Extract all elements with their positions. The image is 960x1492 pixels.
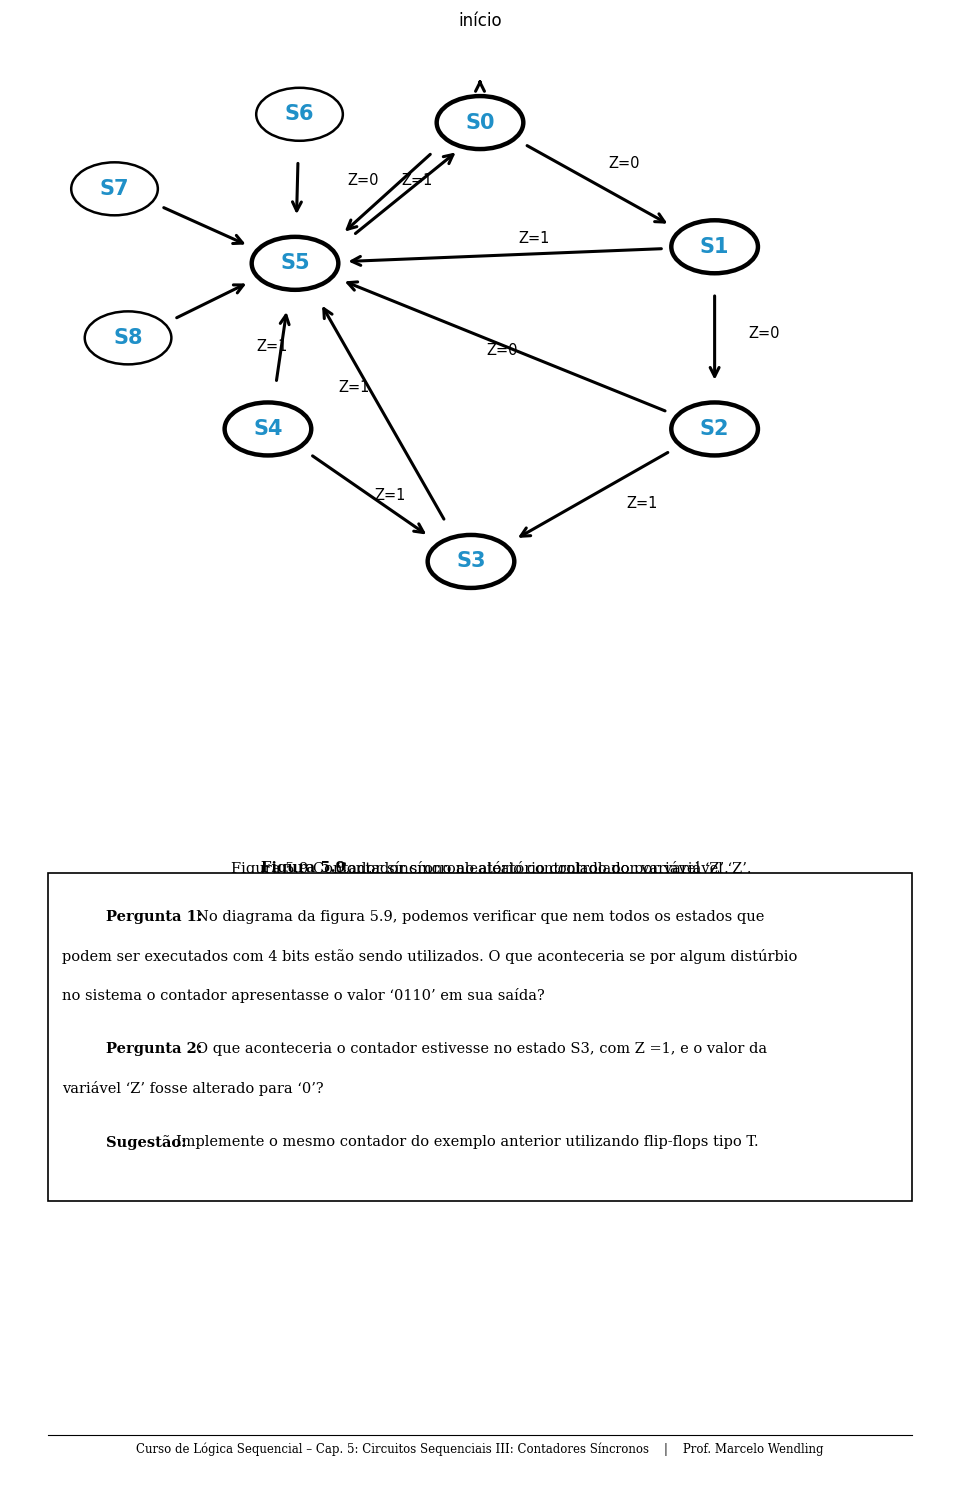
Text: Z=1: Z=1 [627,495,659,510]
Text: podem ser executados com 4 bits estão sendo utilizados. O que aconteceria se por: podem ser executados com 4 bits estão se… [62,949,798,964]
Text: no sistema o contador apresentasse o valor ‘0110’ em sua saída?: no sistema o contador apresentasse o val… [62,988,545,1003]
Text: S8: S8 [113,328,143,348]
Text: Pergunta 1:: Pergunta 1: [106,910,202,924]
Text: No diagrama da figura 5.9, podemos verificar que nem todos os estados que: No diagrama da figura 5.9, podemos verif… [196,910,764,924]
Text: S3: S3 [456,552,486,571]
Text: Implemente o mesmo contador do exemplo anterior utilizando flip-flops tipo T.: Implemente o mesmo contador do exemplo a… [176,1135,758,1149]
Ellipse shape [252,237,338,289]
Ellipse shape [671,221,758,273]
Text: S1: S1 [700,237,730,257]
Text: O que aconteceria o contador estivesse no estado S3, com Z =1, e o valor da: O que aconteceria o contador estivesse n… [196,1041,767,1056]
Text: Z=0: Z=0 [347,173,378,188]
Ellipse shape [256,88,343,140]
Text: Curso de Lógica Sequencial – Cap. 5: Circuitos Sequenciais III: Contadores Síncr: Curso de Lógica Sequencial – Cap. 5: Cir… [136,1443,824,1456]
Text: Z=1: Z=1 [256,339,288,354]
Ellipse shape [84,312,172,364]
Text: Sugestão:: Sugestão: [106,1135,186,1150]
Text: Z=0: Z=0 [487,343,518,358]
Text: Z=0: Z=0 [749,327,780,342]
Text: variável ‘Z’ fosse alterado para ‘0’?: variável ‘Z’ fosse alterado para ‘0’? [62,1080,324,1095]
Text: Z=1: Z=1 [338,380,370,395]
Ellipse shape [427,536,515,588]
Text: S5: S5 [280,254,310,273]
Ellipse shape [671,403,758,455]
Text: S6: S6 [285,104,314,124]
Text: S4: S4 [253,419,282,439]
Text: S0: S0 [466,112,494,133]
Ellipse shape [225,403,311,455]
Text: Z=0: Z=0 [609,157,640,172]
Text: Z=1: Z=1 [518,231,550,246]
Text: Z=1: Z=1 [401,173,433,188]
Ellipse shape [437,95,523,149]
Text: S7: S7 [100,179,130,198]
Text: Z=1: Z=1 [374,488,405,503]
Text: Figura 5.9: Figura 5.9 [261,861,346,874]
Text: S2: S2 [700,419,730,439]
Text: início: início [458,12,502,30]
Ellipse shape [71,163,157,215]
Text: Contador síncrono aleatório controlado por variável ‘Z’.: Contador síncrono aleatório controlado p… [331,861,752,876]
Text: Pergunta 2:: Pergunta 2: [106,1041,202,1056]
Text: Figura 5.9 Contador síncrono aleatório controlado por variável ‘Z’.: Figura 5.9 Contador síncrono aleatório c… [231,861,729,876]
